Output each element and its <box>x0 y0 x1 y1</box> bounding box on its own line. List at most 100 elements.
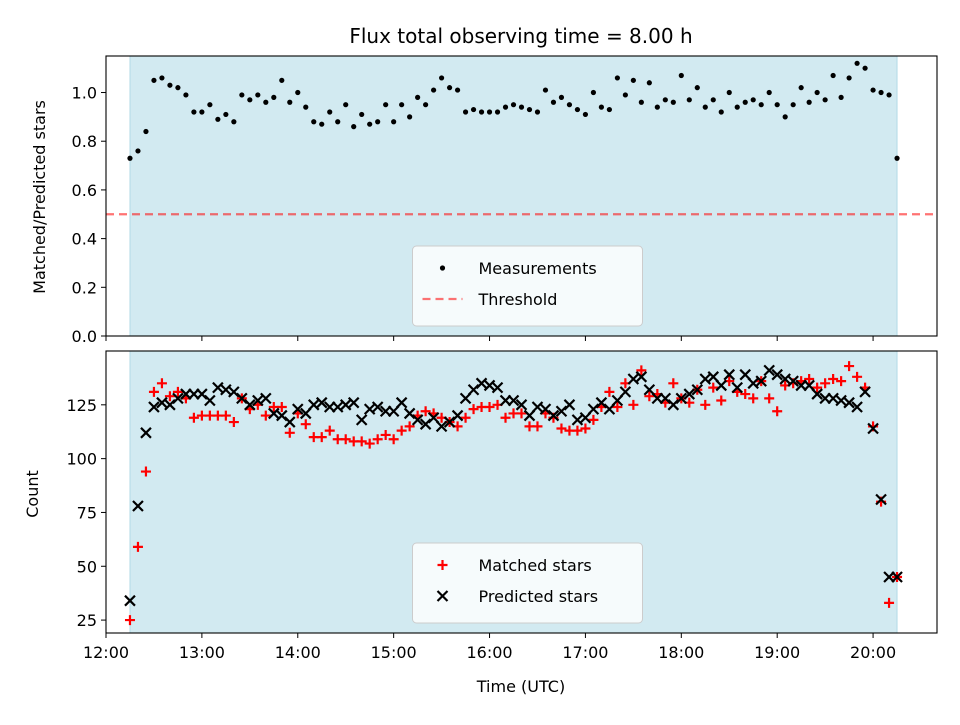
matched-star-point <box>740 389 751 400</box>
matched-star-point <box>852 371 863 382</box>
predicted-star-point <box>395 396 408 409</box>
measurement-point <box>335 119 341 125</box>
measurement-point <box>838 94 844 100</box>
measurement-point <box>486 109 493 115</box>
predicted-star-point <box>252 394 264 407</box>
top-y-tick-label: 0.2 <box>72 278 97 297</box>
legend-matched-marker <box>437 560 448 570</box>
measurement-point <box>798 85 804 91</box>
measurement-point <box>534 109 541 115</box>
predicted-star-point <box>715 379 728 392</box>
top-legend-box <box>412 245 643 327</box>
predicted-star-point <box>491 381 504 394</box>
predicted-star-point <box>435 420 448 433</box>
matched-star-point <box>356 436 367 447</box>
predicted-star-point <box>307 399 320 411</box>
measurement-point <box>151 77 157 83</box>
matched-star-point <box>556 423 567 434</box>
matched-star-point <box>324 425 335 436</box>
predicted-star-point <box>843 396 855 409</box>
predicted-star-point <box>779 373 791 385</box>
predicted-star-point <box>140 427 152 439</box>
measurement-point <box>478 109 485 115</box>
matched-star-point <box>140 466 151 477</box>
top-y-axis-label: Matched/Predicted stars <box>30 100 49 294</box>
predicted-star-point <box>627 373 640 385</box>
measurement-point <box>199 109 205 115</box>
predicted-star-point <box>723 368 736 381</box>
matched-star-point <box>588 414 599 425</box>
predicted-star-point <box>148 401 160 413</box>
measurement-point <box>782 114 788 120</box>
predicted-star-point <box>859 386 871 398</box>
matched-star-point <box>164 391 175 402</box>
matched-star-point <box>812 382 823 393</box>
matched-star-point <box>188 412 199 423</box>
matched-star-point <box>148 386 159 397</box>
predicted-star-point <box>132 500 144 512</box>
measurement-point <box>415 94 421 100</box>
legend-label: Threshold <box>478 290 558 309</box>
top-y-tick-label: 0.6 <box>72 181 97 200</box>
predicted-star-point <box>507 394 520 407</box>
predicted-star-point <box>515 399 528 411</box>
measurement-point <box>431 87 437 93</box>
measurement-point <box>550 99 557 105</box>
measurement-point <box>175 85 181 91</box>
x-tick-label: 20:00 <box>850 643 896 662</box>
top-y-tick-label: 1.0 <box>72 84 97 103</box>
legend-predicted-marker <box>436 590 449 602</box>
measurement-point <box>718 109 724 115</box>
measurement-point <box>750 97 756 103</box>
measurement-point <box>598 104 605 110</box>
measurement-point <box>391 119 397 125</box>
legend-label: Matched stars <box>479 556 592 575</box>
top-y-tick-label: 0.0 <box>72 327 97 346</box>
predicted-star-point <box>755 375 767 387</box>
measurement-point <box>710 97 716 103</box>
measurement-point <box>462 109 469 115</box>
measurement-point <box>127 155 133 161</box>
legend-measurements-marker <box>439 265 446 271</box>
matched-star-point <box>748 393 759 404</box>
matched-star-point <box>380 429 391 440</box>
measurement-point <box>255 92 261 98</box>
matched-star-point <box>364 438 375 449</box>
measurement-point <box>566 102 573 108</box>
predicted-star-point <box>475 377 488 390</box>
matched-star-point <box>300 419 311 430</box>
x-tick-label: 18:00 <box>658 643 704 662</box>
predicted-star-point <box>331 401 344 413</box>
x-tick-label: 13:00 <box>179 643 225 662</box>
measurement-point <box>886 92 892 98</box>
predicted-star-point <box>220 383 232 396</box>
measurement-point <box>630 77 636 83</box>
matched-star-point <box>220 410 231 421</box>
predicted-star-point <box>291 403 304 415</box>
measurement-point <box>830 72 836 79</box>
x-tick-label: 14:00 <box>275 643 321 662</box>
measurement-point <box>614 75 620 81</box>
legend-label: Measurements <box>479 259 597 278</box>
legend-label: Predicted stars <box>479 587 599 606</box>
measurement-point <box>183 92 189 98</box>
matched-star-point <box>156 378 167 389</box>
measurement-point <box>399 102 405 108</box>
measurement-point <box>231 119 237 125</box>
matched-star-point <box>388 434 399 445</box>
predicted-star-point <box>204 394 216 407</box>
measurement-point <box>494 109 501 115</box>
matched-star-point <box>804 373 815 384</box>
matched-star-point <box>644 391 655 402</box>
measurement-point <box>726 89 732 96</box>
x-tick-label: 12:00 <box>83 643 129 662</box>
measurement-point <box>247 97 253 103</box>
measurement-point <box>766 89 772 96</box>
predicted-star-point <box>244 399 256 411</box>
measurement-point <box>646 80 652 86</box>
measurement-point <box>343 102 349 108</box>
matched-star-point <box>836 376 847 387</box>
predicted-star-point <box>747 377 759 390</box>
top-y-tick-label: 0.8 <box>72 132 97 151</box>
